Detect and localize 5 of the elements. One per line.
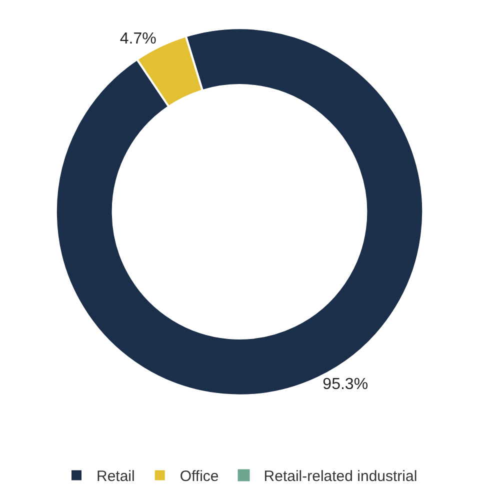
legend-label: Retail [96,468,135,486]
data-label: 4.7% [120,30,156,48]
legend-label: Office [180,468,219,486]
data-label: 95.3% [322,376,368,393]
legend-label: Retail-related industrial [264,468,418,486]
